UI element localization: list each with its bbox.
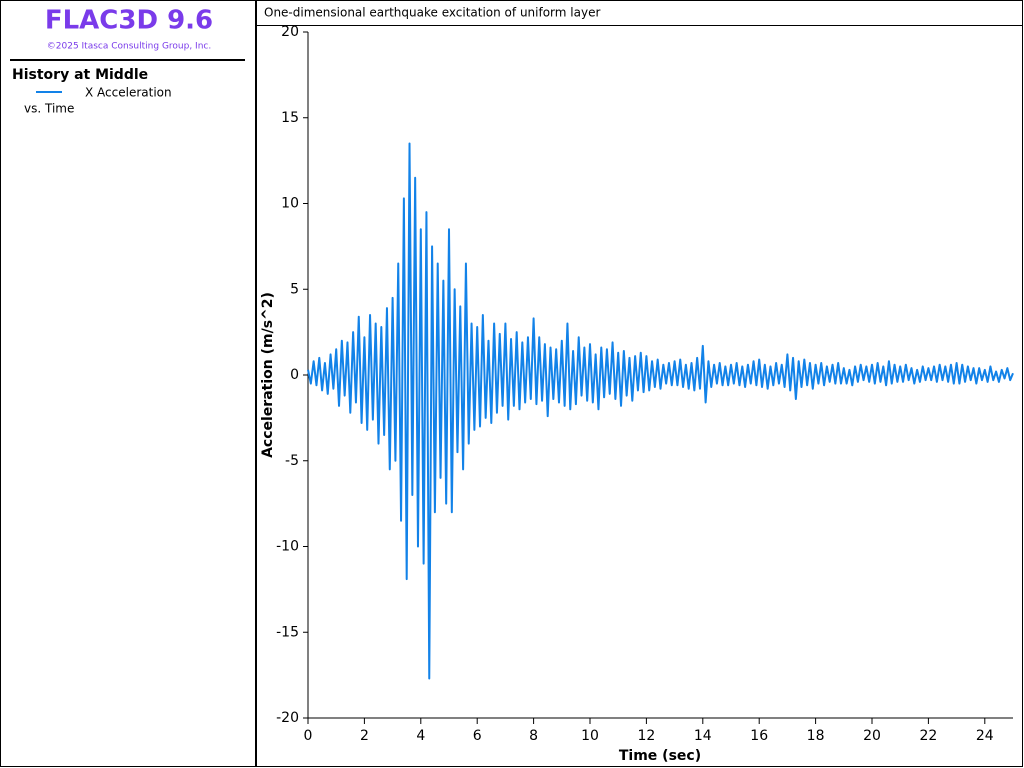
y-axis-label: Acceleration (m/s^2) [260, 292, 276, 458]
x-tick-label: 16 [750, 728, 768, 744]
side-panel [0, 0, 256, 767]
y-tick-label: 10 [281, 196, 299, 212]
x-tick-label: 8 [529, 728, 538, 744]
y-tick-label: 5 [290, 281, 299, 297]
x-tick-label: 0 [304, 728, 313, 744]
versus-label: vs. Time [24, 102, 74, 116]
history-heading: History at Middle [12, 67, 148, 83]
x-tick-label: 4 [416, 728, 425, 744]
x-tick-label: 10 [581, 728, 599, 744]
copyright: ©2025 Itasca Consulting Group, Inc. [47, 42, 211, 52]
y-tick-label: 15 [281, 110, 299, 126]
legend-label: X Acceleration [85, 86, 172, 100]
y-tick-label: -15 [276, 624, 299, 640]
x-tick-label: 22 [919, 728, 937, 744]
y-tick-label: -5 [285, 453, 299, 469]
plot-panel [256, 0, 1023, 767]
y-tick-label: -10 [276, 539, 299, 555]
x-tick-label: 12 [637, 728, 655, 744]
x-tick-label: 14 [694, 728, 712, 744]
y-tick-label: 20 [281, 24, 299, 40]
series-line [307, 142, 1014, 680]
x-tick-label: 6 [473, 728, 482, 744]
y-tick-label: 0 [290, 367, 299, 383]
x-axis-label: Time (sec) [619, 748, 701, 764]
x-tick-label: 20 [863, 728, 881, 744]
x-tick-label: 2 [360, 728, 369, 744]
app-title: FLAC3D 9.6 [45, 6, 213, 36]
chart-title: One-dimensional earthquake excitation of… [264, 6, 600, 20]
x-tick-label: 18 [807, 728, 825, 744]
y-tick-label: -20 [276, 710, 299, 726]
x-tick-label: 24 [976, 728, 994, 744]
